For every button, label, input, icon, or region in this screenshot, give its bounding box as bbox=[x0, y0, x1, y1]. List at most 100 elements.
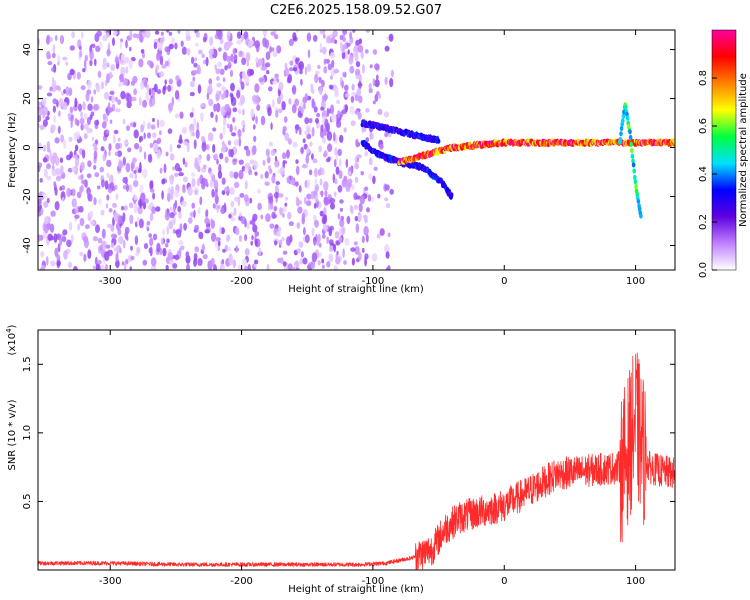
heatmap-cell bbox=[55, 175, 62, 182]
heatmap-cell bbox=[151, 97, 156, 107]
heatmap-cell bbox=[633, 174, 637, 180]
heatmap-cell bbox=[384, 45, 390, 52]
heatmap-cell bbox=[312, 158, 318, 164]
heatmap-cell bbox=[55, 85, 61, 91]
heatmap-cell bbox=[59, 157, 64, 163]
heatmap-cell bbox=[621, 118, 625, 124]
heatmap-cell bbox=[356, 195, 361, 200]
heatmap-cell bbox=[130, 80, 136, 86]
heatmap-cell bbox=[287, 211, 292, 220]
heatmap-cell bbox=[230, 148, 234, 158]
colorbar-frame bbox=[711, 29, 737, 271]
heatmap-cell bbox=[122, 156, 127, 166]
heatmap-cell bbox=[51, 82, 57, 93]
heatmap-cell bbox=[306, 63, 312, 72]
heatmap-cell bbox=[270, 122, 273, 131]
heatmap-cell bbox=[46, 255, 49, 266]
heatmap-cell bbox=[129, 173, 134, 179]
heatmap-cell bbox=[244, 234, 248, 242]
heatmap-cell bbox=[372, 100, 376, 105]
heatmap-cell bbox=[206, 153, 211, 162]
heatmap-cell bbox=[69, 151, 73, 159]
heatmap-cell bbox=[311, 126, 315, 137]
heatmap-cell bbox=[247, 263, 251, 270]
heatmap-cell bbox=[251, 234, 254, 241]
heatmap-cell bbox=[107, 188, 113, 194]
heatmap-cell bbox=[62, 101, 68, 111]
heatmap-cell bbox=[234, 227, 240, 236]
heatmap-cell bbox=[376, 233, 381, 239]
heatmap-cell bbox=[334, 39, 338, 44]
heatmap-cell bbox=[84, 224, 90, 230]
heatmap-cell bbox=[125, 183, 130, 192]
heatmap-cell bbox=[177, 30, 181, 34]
heatmap-cell bbox=[302, 257, 308, 265]
heatmap-cell bbox=[68, 221, 73, 231]
heatmap-cell bbox=[54, 137, 60, 144]
heatmap-cell bbox=[164, 46, 170, 53]
heatmap-cell bbox=[108, 143, 112, 152]
heatmap-cell bbox=[93, 146, 98, 151]
heatmap-cell bbox=[236, 31, 242, 39]
heatmap-cell bbox=[449, 192, 454, 198]
heatmap-cell bbox=[129, 214, 134, 225]
heatmap-cell bbox=[351, 83, 355, 91]
heatmap-cell bbox=[389, 77, 394, 88]
heatmap-cell bbox=[233, 59, 238, 64]
heatmap-cell bbox=[276, 231, 281, 237]
heatmap-cell bbox=[77, 223, 80, 231]
heatmap-cell bbox=[191, 177, 196, 188]
heatmap-cell bbox=[74, 214, 80, 219]
heatmap-cell bbox=[366, 207, 370, 213]
heatmap-cell bbox=[167, 128, 173, 134]
heatmap-cell bbox=[337, 110, 341, 119]
heatmap-cell bbox=[177, 205, 182, 213]
heatmap-cell bbox=[148, 88, 152, 96]
heatmap-cell bbox=[355, 39, 361, 46]
heatmap-cell bbox=[55, 168, 61, 176]
heatmap-cell bbox=[357, 112, 362, 120]
heatmap-cell bbox=[306, 133, 312, 140]
heatmap-cell bbox=[132, 157, 137, 163]
heatmap-cell bbox=[182, 157, 186, 165]
heatmap-cell bbox=[274, 184, 279, 194]
heatmap-cell bbox=[632, 168, 636, 174]
heatmap-cell bbox=[86, 173, 92, 179]
heatmap-cell bbox=[350, 247, 356, 252]
heatmap-cell bbox=[140, 49, 145, 54]
heatmap-cell bbox=[352, 30, 356, 33]
heatmap-cell bbox=[191, 107, 195, 114]
heatmap-cell bbox=[38, 234, 41, 242]
heatmap-cell bbox=[191, 131, 195, 137]
heatmap-cell bbox=[295, 165, 300, 176]
heatmap-cell bbox=[189, 112, 194, 118]
heatmap-cell bbox=[239, 50, 243, 56]
heatmap-cell bbox=[38, 212, 42, 217]
heatmap-cell bbox=[156, 137, 162, 144]
heatmap-cell bbox=[156, 242, 161, 253]
heatmap-cell bbox=[221, 177, 226, 185]
heatmap-cell bbox=[238, 159, 244, 165]
heatmap-cell bbox=[634, 183, 638, 189]
heatmap-cell bbox=[136, 246, 141, 254]
heatmap-cell bbox=[336, 250, 339, 256]
heatmap-cell bbox=[364, 150, 369, 157]
heatmap-cell bbox=[202, 254, 208, 260]
heatmap-cell bbox=[96, 260, 102, 265]
heatmap-cell bbox=[168, 31, 173, 36]
heatmap-cell bbox=[53, 181, 57, 187]
heatmap-cell bbox=[129, 30, 133, 39]
heatmap-cell bbox=[161, 190, 164, 200]
heatmap-cell bbox=[237, 128, 242, 138]
heatmap-cell bbox=[253, 259, 259, 265]
heatmap-cell bbox=[156, 149, 161, 159]
heatmap-cell bbox=[342, 248, 345, 258]
heatmap-cell bbox=[378, 94, 382, 99]
heatmap-cell bbox=[249, 197, 253, 204]
heatmap-cell bbox=[79, 186, 83, 195]
heatmap-cell bbox=[112, 30, 118, 36]
heatmap-cell bbox=[365, 108, 370, 113]
heatmap-cell bbox=[304, 180, 308, 188]
heatmap-cell bbox=[321, 233, 326, 239]
heatmap-cell bbox=[268, 141, 273, 147]
